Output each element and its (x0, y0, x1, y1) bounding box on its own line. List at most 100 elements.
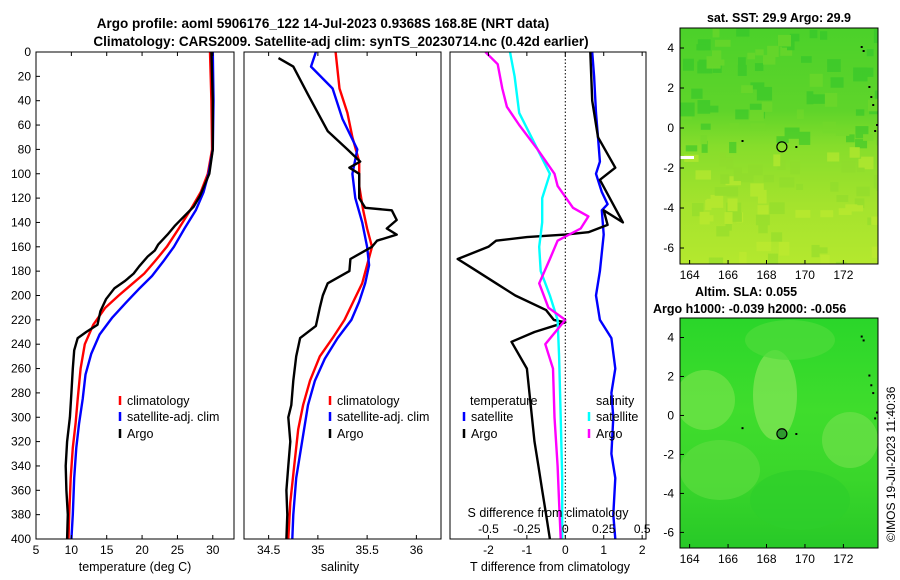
sst-pixel-patch (771, 232, 783, 242)
legend-s-satellite-label: satellite (596, 410, 638, 424)
sst-pixel-patch (863, 134, 874, 141)
y-tick-label: 260 (11, 362, 31, 376)
temperature-legend: climatology satellite-adj. clim Argo (118, 394, 219, 441)
legend-salinity-title: salinity (596, 394, 635, 408)
s-top-tick-label: 0.5 (634, 522, 651, 536)
sst-pixel-patch (789, 33, 800, 42)
island-dot (868, 374, 871, 377)
sst-pixel-patch (750, 123, 766, 132)
sst-pixel-patch (724, 212, 733, 224)
s-top-tick-label: 0.25 (592, 522, 616, 536)
y-tick-label: -6 (663, 241, 674, 255)
sst-pixel-patch (809, 29, 818, 39)
s-difference-axis-label: S difference from climatology (468, 506, 630, 520)
sst-pixel-patch (820, 254, 830, 264)
x-tick-label: -1 (522, 543, 533, 557)
sst-pixel-patch (856, 186, 870, 197)
sst-pixel-patch (780, 46, 793, 56)
y-tick-label: -4 (663, 201, 674, 215)
y-tick-label: 200 (11, 289, 31, 303)
sst-pixel-patch (725, 176, 742, 186)
s-top-tick-label: -0.25 (513, 522, 541, 536)
s-top-tick-label: -0.5 (478, 522, 499, 536)
sst-pixel-patch (796, 109, 804, 120)
y-tick-label: 80 (18, 142, 32, 156)
sst-pixel-patch (777, 160, 786, 170)
legend-temperature-title: temperature (470, 394, 537, 408)
island-dot (876, 124, 879, 126)
island-dot (741, 140, 744, 142)
salinity-xlabel: salinity (321, 560, 360, 574)
x-tick-label: 164 (680, 552, 700, 566)
sst-pixel-patch (769, 202, 785, 215)
salinity-legend: climatology satellite-adj. clim Argo (328, 394, 429, 441)
sst-pixel-patch (813, 94, 829, 104)
sst-pixel-patch (749, 103, 766, 115)
sst-pixel-patch (873, 174, 878, 189)
sst-pixel-patch (716, 226, 730, 237)
x-tick-label: 172 (833, 552, 853, 566)
sst-pixel-patch (773, 154, 781, 167)
series-line-salinity-argo (484, 52, 590, 539)
sst-pixel-patch (706, 198, 723, 208)
series-line-climatology (67, 52, 214, 539)
x-tick-label: 35.5 (355, 543, 379, 557)
sst-map-title: sat. SST: 29.9 Argo: 29.9 (707, 11, 851, 25)
s-top-tick-label: 0 (562, 522, 569, 536)
island-dot (795, 146, 798, 148)
sst-pixel-patch (714, 187, 729, 196)
sst-pixel-patch (729, 141, 737, 154)
y-tick-label: 140 (11, 215, 31, 229)
sst-pixel-patch (729, 212, 742, 222)
sst-pixel-patch (849, 147, 860, 158)
imos-credit: ©IMOS 19-Jul-2023 11:40:36 (884, 386, 898, 542)
sst-map-frame (679, 27, 879, 265)
sla-anomaly-blob (680, 370, 735, 430)
y-tick-label: 240 (11, 337, 31, 351)
sst-pixel-patch (854, 198, 865, 209)
y-tick-label: 400 (11, 532, 31, 546)
x-tick-label: 168 (756, 552, 776, 566)
difference-axes-frame (449, 51, 647, 540)
sst-pixel-patch (738, 57, 746, 67)
sst-pixel-patch (873, 29, 878, 44)
x-tick-label: 1 (600, 543, 607, 557)
island-dot (868, 86, 871, 88)
island-dot (795, 433, 798, 435)
sst-pixel-patch (814, 247, 828, 254)
x-tick-label: 164 (680, 268, 700, 282)
sst-pixel-patch (758, 223, 768, 234)
y-tick-label: -6 (663, 525, 674, 539)
sst-pixel-patch (822, 121, 837, 134)
y-tick-label: 100 (11, 167, 31, 181)
sst-pixel-patch (741, 173, 754, 183)
sst-pixel-patch (682, 58, 694, 71)
sst-pixel-patch (838, 208, 852, 215)
sst-pixel-patch (827, 152, 840, 162)
sla-map-subtitle: Argo h1000: -0.039 h2000: -0.056 (653, 302, 846, 316)
legend-climatology-label: climatology (127, 394, 190, 408)
sst-pixel-patch (711, 50, 722, 61)
x-tick-label: 166 (718, 552, 738, 566)
sst-pixel-patch (876, 135, 878, 146)
x-tick-label: 166 (718, 268, 738, 282)
sst-pixel-patch (800, 56, 812, 63)
legend-climatology-label: climatology (337, 394, 400, 408)
sst-pixel-patch (741, 85, 753, 93)
island-dot (862, 50, 865, 52)
salinity-panel: 34.5 35 35.5 36 salinity climatology satell… (243, 51, 442, 574)
sst-nodata-patch (680, 156, 694, 159)
x-tick-label: 172 (833, 268, 853, 282)
sst-pixel-patch (871, 246, 878, 258)
sst-pixel-patch (806, 91, 814, 105)
y-tick-label: 380 (11, 508, 31, 522)
island-dot (874, 417, 877, 420)
sst-pixel-patch (695, 170, 712, 180)
figure-title-line2: Climatology: CARS2009. Satellite-adj cli… (93, 34, 588, 49)
sst-pixel-patch (862, 67, 874, 77)
sla-map-title: Altim. SLA: 0.055 (695, 285, 797, 299)
sst-pixel-patch (697, 100, 711, 114)
sst-pixel-patch (830, 182, 839, 192)
sst-pixel-patch (719, 152, 726, 167)
y-tick-label: 160 (11, 240, 31, 254)
